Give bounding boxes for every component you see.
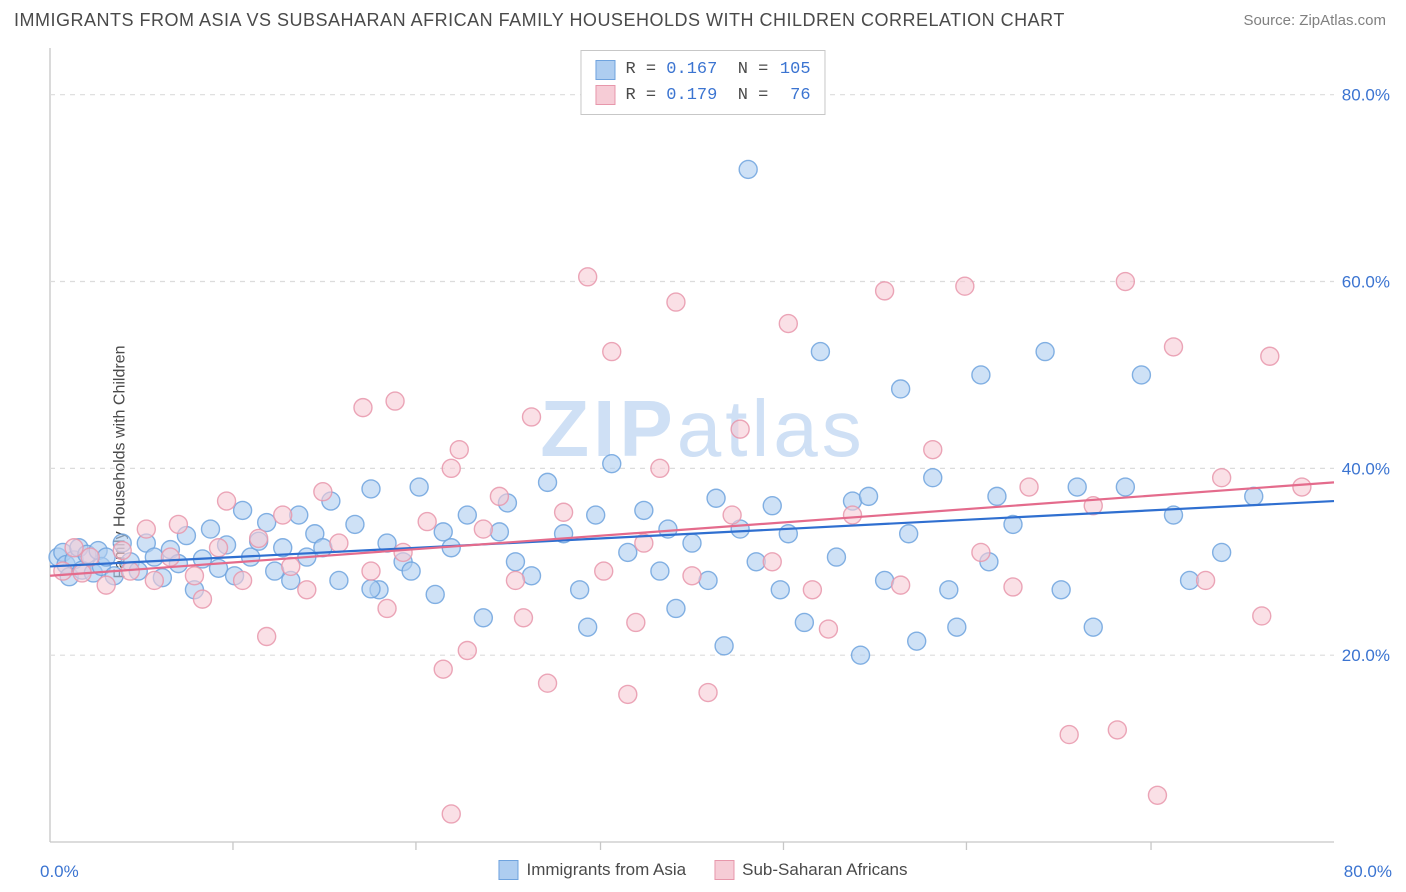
svg-text:40.0%: 40.0%	[1342, 459, 1390, 478]
chart-title: IMMIGRANTS FROM ASIA VS SUBSAHARAN AFRIC…	[14, 10, 1065, 31]
legend-row: R = 0.167 N = 105	[595, 57, 810, 83]
svg-text:80.0%: 80.0%	[1342, 86, 1390, 105]
legend-item: Immigrants from Asia	[498, 860, 686, 880]
chart-source: Source: ZipAtlas.com	[1243, 12, 1386, 29]
correlation-legend: R = 0.167 N = 105 R = 0.179 N = 76	[580, 50, 825, 115]
chart-header: IMMIGRANTS FROM ASIA VS SUBSAHARAN AFRIC…	[0, 0, 1406, 39]
x-axis-max: 80.0%	[1344, 862, 1392, 882]
svg-text:20.0%: 20.0%	[1342, 646, 1390, 665]
series-legend: Immigrants from Asia Sub-Saharan African…	[498, 860, 907, 880]
legend-row: R = 0.179 N = 76	[595, 83, 810, 109]
chart-container: Family Households with Children ZIPatlas…	[14, 46, 1392, 878]
x-axis-min: 0.0%	[40, 862, 79, 882]
legend-swatch	[595, 85, 615, 105]
svg-text:60.0%: 60.0%	[1342, 273, 1390, 292]
legend-item: Sub-Saharan Africans	[714, 860, 907, 880]
scatter-plot: 20.0% 40.0% 60.0% 80.0%	[14, 46, 1392, 878]
legend-swatch	[714, 860, 734, 880]
legend-swatch	[595, 60, 615, 80]
legend-swatch	[498, 860, 518, 880]
